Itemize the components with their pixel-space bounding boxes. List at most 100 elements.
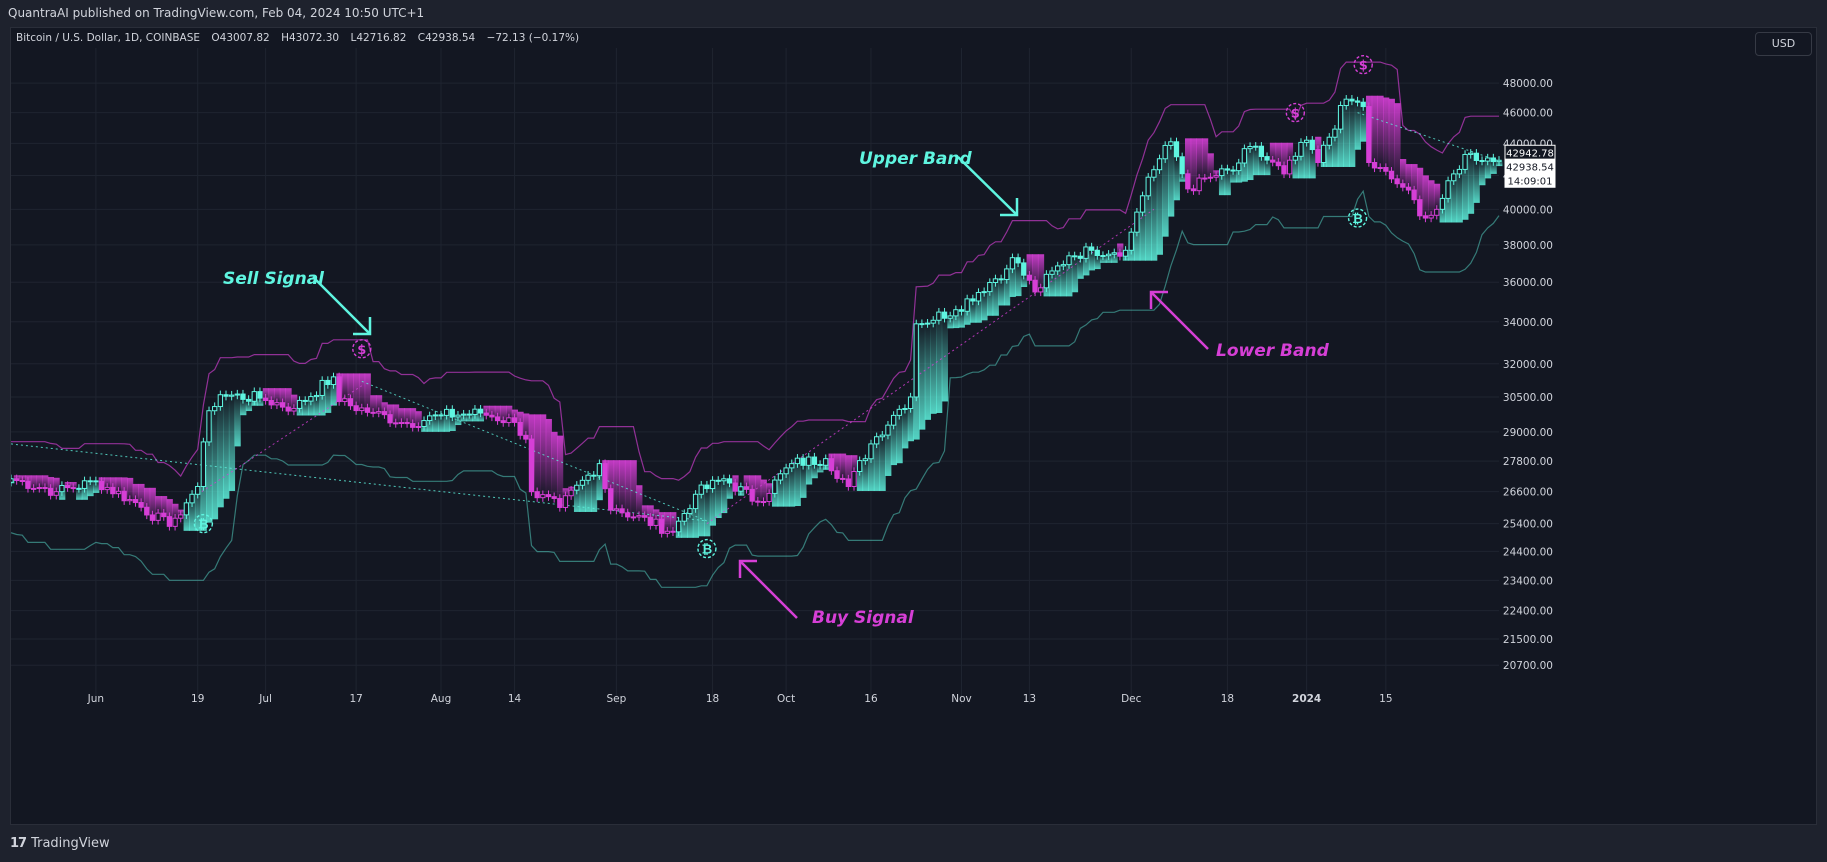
candle-body <box>404 421 410 425</box>
y-tick-label: 25400.00 <box>1503 519 1553 531</box>
candle-body <box>347 398 354 407</box>
band-fill <box>1037 254 1045 289</box>
annotation-buy-signal: Buy Signal <box>812 608 915 628</box>
band-fill <box>523 413 530 441</box>
annotations: Sell Signal Upper Band Lower Band Buy Si… <box>223 149 1330 628</box>
band-fill <box>613 460 620 510</box>
candle-body <box>602 463 608 490</box>
candle-body <box>1213 175 1219 178</box>
band-fill <box>104 477 111 489</box>
x-tick-label: 16 <box>864 693 878 705</box>
candle-body <box>619 508 625 514</box>
candle-body <box>370 411 376 414</box>
footer-bar <box>0 826 1827 862</box>
tradingview-brand[interactable]: 17 TradingView <box>10 836 110 851</box>
band-fill <box>1258 156 1265 176</box>
svg-text:14:09:01: 14:09:01 <box>1508 176 1553 187</box>
candle-body <box>1320 144 1327 163</box>
candle-body <box>823 458 829 466</box>
x-tick-label: 2024 <box>1292 693 1321 705</box>
band-fill <box>534 414 541 499</box>
band-fill <box>234 394 241 447</box>
candle-body <box>630 516 637 519</box>
candle-body <box>1337 105 1344 130</box>
candle-body <box>557 497 563 508</box>
x-tick-label: 14 <box>508 693 522 705</box>
band-fill <box>1354 102 1361 150</box>
candle-body <box>1241 148 1248 164</box>
candle-body <box>1060 264 1066 267</box>
candle-body <box>1072 255 1078 258</box>
candle-body <box>47 487 54 496</box>
candle-body <box>760 501 767 504</box>
band-fill <box>432 414 439 432</box>
y-tick-label: 34000.00 <box>1503 317 1553 329</box>
candle-body <box>574 484 580 491</box>
candle-body <box>828 458 835 472</box>
band-fill <box>1479 161 1486 186</box>
candle-body <box>1190 188 1197 192</box>
band-fill <box>1230 170 1237 183</box>
x-tick-label: Dec <box>1121 693 1142 705</box>
candle-body <box>715 479 721 482</box>
band-fill <box>975 292 982 323</box>
y-tick-label: 21500.00 <box>1503 634 1553 646</box>
band-fill <box>370 395 377 415</box>
trend-line <box>361 380 708 522</box>
candle-body <box>410 423 416 428</box>
band-fill <box>1337 105 1345 167</box>
candle-body <box>81 480 88 489</box>
candle-body <box>772 479 778 494</box>
candle-body <box>1173 141 1180 158</box>
candle-body <box>472 408 478 415</box>
candle-body <box>64 484 71 489</box>
candle-body <box>183 502 190 516</box>
band-fill <box>885 425 892 476</box>
currency-button[interactable]: USD <box>1755 32 1812 56</box>
candle-body <box>1111 252 1117 255</box>
candle-body <box>393 422 399 425</box>
band-fill <box>1416 167 1424 217</box>
tradingview-brand-label: TradingView <box>31 836 110 851</box>
y-tick-label: 36000.00 <box>1503 277 1553 289</box>
annotation-upper-band: Upper Band <box>859 149 973 169</box>
upper-band-line <box>11 61 1499 481</box>
band-fill <box>856 460 864 491</box>
candle-body <box>178 514 184 519</box>
candle-body <box>11 478 14 483</box>
arrow-lower-band <box>1149 290 1209 350</box>
candle-body <box>1496 159 1502 163</box>
candle-body <box>885 424 891 436</box>
price-label: 42942.78 <box>1504 144 1556 160</box>
band-fill <box>36 475 43 489</box>
band-fill <box>364 373 371 414</box>
band-fill <box>1303 140 1311 179</box>
candle-body <box>1077 255 1083 259</box>
band-fill <box>1032 254 1039 293</box>
price-chart[interactable]: ₿ $ ₿ $ ₿ $ Sell Signal Upper Band Lower Band… <box>11 28 1816 824</box>
candle-body <box>840 477 846 480</box>
band-fill <box>132 483 139 504</box>
svg-text:Bitcoin / U.S. Dollar, 1D, COI: Bitcoin / U.S. Dollar, 1D, COINBASE O430… <box>16 32 579 44</box>
band-fill <box>1383 97 1390 173</box>
candle-body <box>732 482 738 492</box>
chart-pane[interactable]: ₿ $ ₿ $ ₿ $ Sell Signal Upper Band Lower Band… <box>10 27 1817 825</box>
candle-body <box>811 456 818 465</box>
band-fill <box>143 487 151 516</box>
candle-body <box>998 278 1004 281</box>
candle-body <box>387 414 393 424</box>
candle-body <box>325 379 331 386</box>
band-fill <box>1060 264 1067 297</box>
svg-text:$: $ <box>357 343 366 358</box>
band-fill <box>704 488 711 537</box>
candle-body <box>1298 141 1304 157</box>
candle-body <box>313 394 320 398</box>
candle-body <box>132 499 139 504</box>
candle-body <box>206 410 212 443</box>
candle-body <box>562 495 569 508</box>
candle-body <box>466 413 472 416</box>
candle-body <box>138 502 144 508</box>
candle-body <box>743 486 750 490</box>
candle-body <box>1422 215 1429 219</box>
candle-body <box>862 458 868 462</box>
